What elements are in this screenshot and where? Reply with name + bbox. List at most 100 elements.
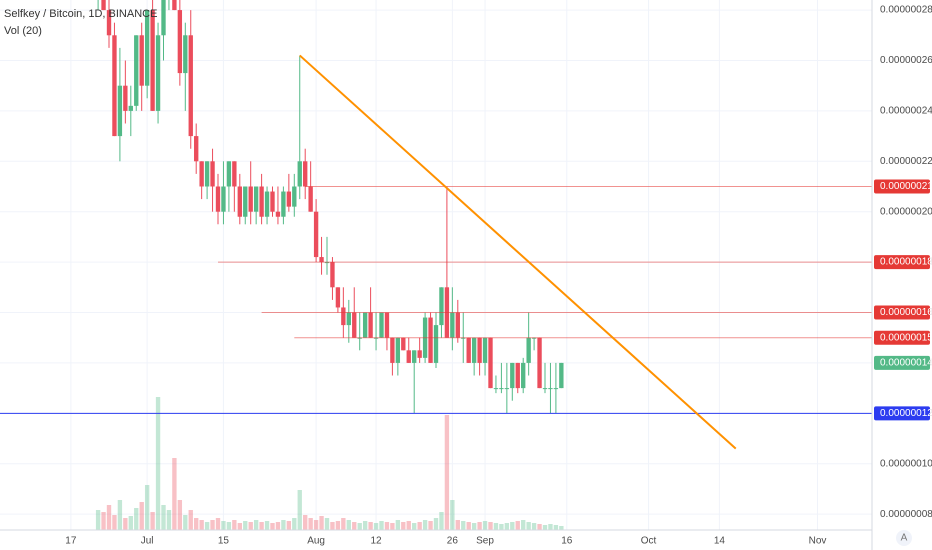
candle-body xyxy=(117,85,123,137)
volume-bar xyxy=(188,510,193,530)
volume-bar xyxy=(264,521,270,530)
candle-body xyxy=(537,337,542,389)
candle-body xyxy=(412,350,417,363)
volume-bar xyxy=(466,522,471,530)
candle-body xyxy=(553,388,559,390)
candle-body xyxy=(319,257,324,263)
volume-bar xyxy=(248,522,253,530)
y-tick-label: 0.00000010 xyxy=(880,458,932,469)
level-badge xyxy=(874,305,930,320)
volume-bar xyxy=(548,524,553,530)
candle-body xyxy=(161,0,166,36)
candle-body xyxy=(297,161,302,187)
volume-bar xyxy=(253,520,259,530)
volume-bar xyxy=(531,523,537,530)
candle-body xyxy=(134,35,139,106)
candle-body xyxy=(406,350,411,363)
candle-body xyxy=(395,337,401,363)
level-label: 0.00000016 xyxy=(880,307,932,318)
candle-body xyxy=(477,337,482,363)
volume-bar xyxy=(390,523,395,530)
candle-body xyxy=(292,186,297,207)
volume-bar xyxy=(526,522,531,530)
candle-body xyxy=(155,35,161,111)
candle-body xyxy=(379,312,384,338)
candle-body xyxy=(428,317,433,363)
candle-body xyxy=(548,388,553,390)
volume-bar xyxy=(215,518,221,530)
volume-bar xyxy=(308,518,313,530)
volume-bar xyxy=(297,490,302,530)
candle-body xyxy=(384,312,390,338)
volume-bar xyxy=(112,515,117,530)
volume-bar xyxy=(422,520,428,530)
labels: 17 Jul 15 Aug 12 26 Sep 16 Oct 14 Nov 0.00000008 0.0… xyxy=(65,5,932,547)
volume-bar xyxy=(281,520,286,530)
candle-body xyxy=(417,350,422,358)
candle-body xyxy=(204,161,210,187)
candle-body xyxy=(101,0,106,11)
y-tick-label: 0.00000020 xyxy=(880,206,932,217)
volume-bar xyxy=(150,512,155,530)
volume-bar xyxy=(128,516,133,530)
level-badge xyxy=(874,406,930,421)
volume-bar xyxy=(488,522,493,530)
candle-body xyxy=(128,105,133,111)
volume-bar xyxy=(417,522,422,530)
candle-body xyxy=(112,35,117,137)
volume-bar xyxy=(368,522,373,530)
volume-bar xyxy=(275,522,281,530)
volume-bar xyxy=(117,500,123,530)
volume-bar xyxy=(139,502,144,530)
auto-scale-label[interactable]: A xyxy=(901,533,908,544)
marks xyxy=(0,0,872,530)
candle-body xyxy=(488,337,493,389)
candle-body xyxy=(504,388,510,390)
y-tick-label: 0.00000008 xyxy=(880,509,932,520)
candle-body xyxy=(493,388,499,390)
auto-scale-button[interactable] xyxy=(896,530,912,546)
x-tick-label: 15 xyxy=(218,536,230,547)
candle-body xyxy=(237,186,242,217)
candle-body xyxy=(510,362,515,389)
candle-body xyxy=(341,307,346,326)
y-tick-label: 0.00000026 xyxy=(880,55,932,66)
candle-body xyxy=(559,362,564,389)
trend-line xyxy=(299,54,737,450)
candle-body xyxy=(390,337,395,363)
volume-bar xyxy=(537,524,542,530)
volume-bar xyxy=(319,516,324,530)
level-label: 0.00000018 xyxy=(880,257,932,268)
candle-body xyxy=(352,312,357,338)
x-tick-label: 14 xyxy=(714,536,726,547)
volume-bar xyxy=(395,520,401,530)
volume-bar xyxy=(450,500,455,530)
candle-body xyxy=(183,35,188,74)
volume-bar xyxy=(542,525,548,530)
volume-bar xyxy=(161,505,166,530)
candle-body xyxy=(270,191,275,212)
candle-body xyxy=(264,191,270,217)
candle-body xyxy=(172,0,177,11)
level-badge xyxy=(874,255,930,270)
volume-bar xyxy=(270,523,275,530)
candle-body xyxy=(515,362,520,389)
volume-bar xyxy=(444,415,450,530)
volume-bar xyxy=(123,518,128,530)
symbol-title: Selfkey / Bitcoin, 1D, BINANCE xyxy=(4,8,157,20)
volume-bar xyxy=(515,521,520,530)
volume-bar xyxy=(412,523,417,530)
candle-body xyxy=(450,312,455,338)
candle-body xyxy=(139,35,144,86)
volume-bar xyxy=(471,523,477,530)
volume-bar xyxy=(95,510,101,530)
volume-bar xyxy=(155,397,161,530)
volume-bar xyxy=(341,518,346,530)
candle-body xyxy=(275,211,281,217)
volume-bar xyxy=(194,518,199,530)
candle-body xyxy=(194,136,199,162)
volume-bar xyxy=(232,520,237,530)
level-label: 0.00000021 xyxy=(880,181,932,192)
volume-bar xyxy=(439,512,444,530)
candle-body xyxy=(259,186,264,217)
